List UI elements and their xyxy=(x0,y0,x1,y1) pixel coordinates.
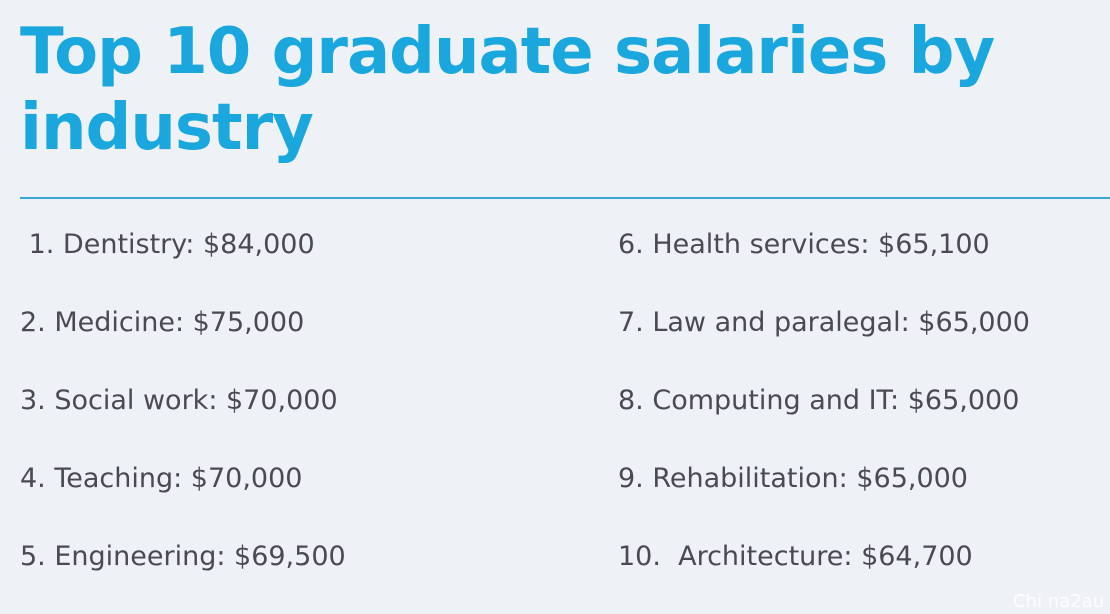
list-item: 2. Medicine: $75,000 xyxy=(20,307,305,338)
list-item: 3. Social work: $70,000 xyxy=(20,385,338,416)
list-item: 4. Teaching: $70,000 xyxy=(20,463,303,494)
list-item: 6. Health services: $65,100 xyxy=(618,229,990,260)
page-title: Top 10 graduate salaries by industry xyxy=(20,15,995,165)
divider xyxy=(20,197,1110,199)
list-item: 5. Engineering: $69,500 xyxy=(20,541,346,572)
list-item: 9. Rehabilitation: $65,000 xyxy=(618,463,968,494)
list-item: 10. Architecture: $64,700 xyxy=(618,541,973,572)
salary-list-left: 1. Dentistry: $84,000 2. Medicine: $75,0… xyxy=(20,218,346,608)
list-item: 8. Computing and IT: $65,000 xyxy=(618,385,1020,416)
list-item: 7. Law and paralegal: $65,000 xyxy=(618,307,1030,338)
list-item: 1. Dentistry: $84,000 xyxy=(20,229,315,260)
salary-list-right: 6. Health services: $65,100 7. Law and p… xyxy=(618,218,1030,608)
watermark: Chi na2au xyxy=(1012,591,1104,612)
